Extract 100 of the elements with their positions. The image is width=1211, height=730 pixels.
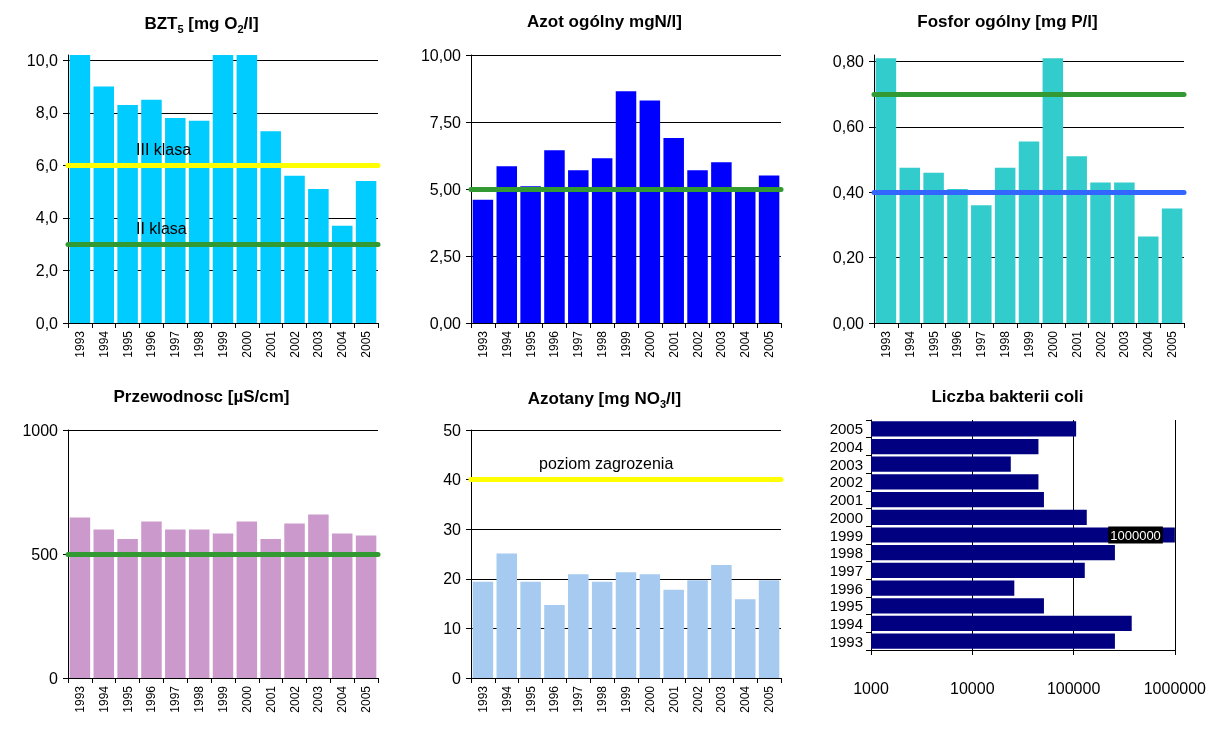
x-tick-label: 2004	[1141, 330, 1156, 358]
x-tick-label: 1998	[998, 330, 1013, 358]
x-tick-label: 2004	[738, 685, 753, 713]
bar	[165, 529, 186, 678]
y-tick-label: 0	[452, 669, 462, 687]
x-tick-label: 10000	[950, 679, 995, 697]
x-tick-label: 2001	[666, 685, 681, 713]
x-tick-label: 1997	[571, 330, 586, 358]
y-tick-label: 1994	[829, 614, 863, 632]
y-tick-label: 1993	[829, 632, 863, 650]
bar	[93, 529, 115, 678]
x-tick-label: 1993	[72, 685, 87, 713]
bar	[1090, 182, 1111, 323]
bar	[568, 170, 589, 323]
x-tick-label: 2001	[263, 685, 278, 713]
x-tick-label: 1995	[523, 330, 538, 358]
bar	[758, 175, 780, 323]
bar	[1042, 58, 1064, 323]
x-tick-label: 2003	[311, 685, 326, 713]
bar	[591, 581, 613, 678]
y-tick-label: 10,0	[26, 51, 59, 69]
bar	[1137, 236, 1159, 323]
y-tick-label: 0,20	[832, 249, 865, 267]
bar	[687, 170, 708, 323]
bar	[711, 564, 732, 678]
x-tick-label: 2000	[642, 330, 657, 358]
x-tick-label: 2003	[714, 685, 729, 713]
x-tick-label: 1998	[192, 330, 207, 358]
bar	[117, 104, 138, 323]
x-tick-label: 1000000	[1143, 679, 1207, 697]
bar	[734, 190, 756, 323]
x-tick-label: 1996	[144, 685, 159, 713]
chart-title: Liczba bakterii coli	[931, 387, 1084, 406]
y-tick-label: 1998	[829, 544, 863, 562]
x-tick-label: 2000	[239, 685, 254, 713]
bar	[687, 580, 708, 678]
y-tick-label: 8,0	[35, 104, 59, 122]
x-tick-label: 1994	[499, 330, 514, 358]
bar	[947, 189, 968, 323]
y-tick-label: 40	[443, 471, 462, 489]
y-tick-label: 10	[443, 619, 462, 637]
x-tick-label: 2005	[762, 330, 777, 358]
bar	[472, 199, 494, 323]
x-tick-label: 1995	[523, 685, 538, 713]
x-tick-label: 2002	[690, 685, 705, 713]
x-tick-label: 2005	[1165, 330, 1180, 358]
y-tick-label: 5,00	[429, 180, 462, 198]
bar	[615, 91, 637, 323]
x-tick-label: 1995	[120, 685, 135, 713]
x-tick-label: 1998	[595, 330, 610, 358]
x-tick-label: 1999	[1022, 330, 1036, 358]
x-tick-label: 1999	[216, 330, 230, 358]
x-tick-label: 2004	[738, 330, 753, 358]
bar	[591, 158, 613, 323]
y-tick-label: 2005	[829, 420, 863, 438]
bar	[284, 523, 305, 678]
bar	[496, 553, 518, 678]
bar	[331, 225, 353, 323]
ref-line-label: poziom zagrozenia	[539, 455, 674, 473]
y-tick-label: 4,0	[35, 209, 59, 227]
x-tick-label: 1994	[902, 330, 917, 358]
y-tick-label: 2004	[829, 438, 863, 456]
y-tick-label: 0	[49, 669, 59, 687]
bar	[568, 574, 589, 678]
y-tick-label: 2000	[829, 508, 863, 526]
chart-title: Fosfor ogólny [mg P/l]	[917, 12, 1098, 31]
x-tick-label: 2002	[690, 330, 705, 358]
x-tick-label: 1993	[72, 330, 87, 358]
x-tick-label: 1998	[595, 685, 610, 713]
x-tick-label: 1998	[192, 685, 207, 713]
x-tick-label: 1993	[878, 330, 893, 358]
bar	[615, 572, 637, 678]
y-tick-label: 30	[443, 520, 462, 538]
x-tick-label: 1994	[96, 685, 111, 713]
x-tick-label: 2000	[642, 685, 657, 713]
bar	[308, 514, 329, 678]
y-tick-label: 500	[31, 545, 59, 563]
y-tick-label: 0,00	[429, 314, 462, 332]
y-tick-label: 50	[443, 421, 462, 439]
bar	[520, 186, 541, 323]
bar	[923, 172, 944, 323]
x-tick-label: 1995	[120, 330, 135, 358]
x-tick-label: 2000	[239, 330, 254, 358]
bar	[663, 138, 684, 323]
bar	[260, 539, 281, 678]
x-tick-label: 1997	[974, 330, 989, 358]
x-tick-label: 1993	[475, 685, 490, 713]
bar	[69, 517, 91, 678]
x-tick-label: 2004	[335, 685, 350, 713]
bar	[355, 535, 377, 678]
bar	[1018, 141, 1040, 323]
x-tick-label: 2003	[714, 330, 729, 358]
y-tick-label: 10,00	[420, 46, 462, 64]
bar	[188, 529, 210, 678]
y-tick-label: 1999	[829, 526, 863, 544]
bar	[117, 539, 138, 678]
y-tick-label: 20	[443, 570, 462, 588]
y-tick-label: 2,0	[35, 261, 59, 279]
y-tick-label: 1997	[829, 561, 863, 579]
bar	[875, 58, 897, 323]
